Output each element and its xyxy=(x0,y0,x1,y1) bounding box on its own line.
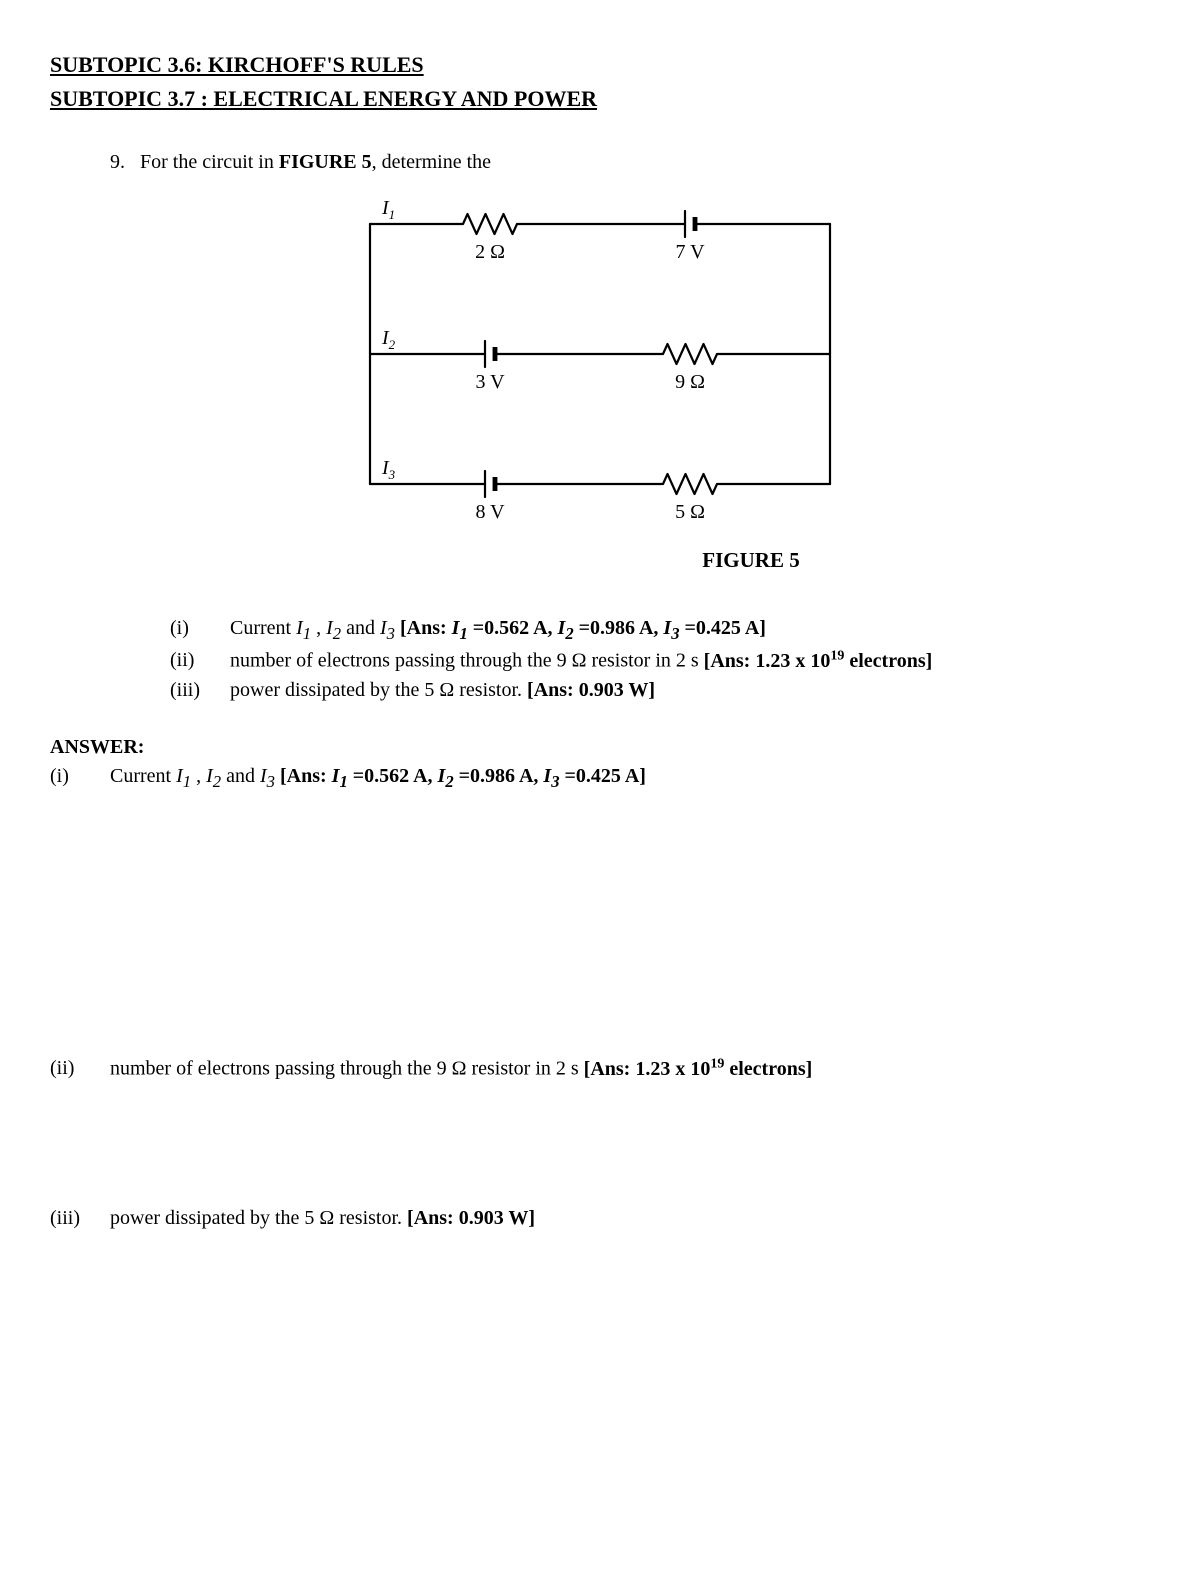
question-stem: 9. For the circuit in FIGURE 5, determin… xyxy=(110,149,1152,176)
subpart-ii: (ii) number of electrons passing through… xyxy=(170,647,1152,675)
question-number: 9. xyxy=(110,151,125,173)
answer-text: power dissipated by the 5 Ω resistor. [A… xyxy=(110,1205,535,1232)
svg-text:5 Ω: 5 Ω xyxy=(675,501,705,523)
answer-iii: (iii) power dissipated by the 5 Ω resist… xyxy=(50,1205,1152,1232)
subtopic-heading-2: SUBTOPIC 3.7 : ELECTRICAL ENERGY AND POW… xyxy=(50,84,1152,114)
stem-suffix: , determine the xyxy=(372,151,491,173)
answer-ii: (ii) number of electrons passing through… xyxy=(50,1055,1152,1083)
svg-text:9 Ω: 9 Ω xyxy=(675,371,705,393)
answer-num: (i) xyxy=(50,763,110,794)
stem-figure-ref: FIGURE 5 xyxy=(279,151,372,173)
answer-num: (ii) xyxy=(50,1055,110,1083)
answer-num: (iii) xyxy=(50,1205,110,1232)
svg-text:I1: I1 xyxy=(381,197,395,222)
subparts-list: (i) Current I1 , I2 and I3 [Ans: I1 =0.5… xyxy=(170,615,1152,704)
subpart-text: Current I1 , I2 and I3 [Ans: I1 =0.562 A… xyxy=(230,615,766,646)
answer-text: Current I1 , I2 and I3 [Ans: I1 =0.562 A… xyxy=(110,763,646,794)
workspace-gap-2 xyxy=(50,1085,1152,1205)
answer-text: number of electrons passing through the … xyxy=(110,1055,812,1083)
subpart-num: (i) xyxy=(170,615,230,646)
subpart-i: (i) Current I1 , I2 and I3 [Ans: I1 =0.5… xyxy=(170,615,1152,646)
subpart-num: (iii) xyxy=(170,677,230,704)
svg-text:3 V: 3 V xyxy=(475,371,505,393)
subpart-iii: (iii) power dissipated by the 5 Ω resist… xyxy=(170,677,1152,704)
svg-text:I2: I2 xyxy=(381,327,396,352)
svg-text:I3: I3 xyxy=(381,457,396,482)
stem-prefix: For the circuit in xyxy=(140,151,279,173)
svg-text:7 V: 7 V xyxy=(675,241,705,263)
svg-text:2 Ω: 2 Ω xyxy=(475,241,505,263)
subpart-text: number of electrons passing through the … xyxy=(230,647,932,675)
answer-i: (i) Current I1 , I2 and I3 [Ans: I1 =0.5… xyxy=(50,763,1152,794)
figure-5: 2 Ω 7 V I1 3 V 9 Ω I2 8 V 5 Ω I3 xyxy=(330,194,1152,532)
subtopic-heading-1: SUBTOPIC 3.6: KIRCHOFF'S RULES xyxy=(50,50,1152,80)
question-9: 9. For the circuit in FIGURE 5, determin… xyxy=(110,149,1152,704)
workspace-gap-1 xyxy=(50,795,1152,1055)
answer-label: ANSWER: xyxy=(50,734,1152,761)
subpart-num: (ii) xyxy=(170,647,230,675)
circuit-diagram: 2 Ω 7 V I1 3 V 9 Ω I2 8 V 5 Ω I3 xyxy=(330,194,850,524)
figure-caption: FIGURE 5 xyxy=(350,546,1152,574)
svg-text:8 V: 8 V xyxy=(475,501,505,523)
subpart-text: power dissipated by the 5 Ω resistor. [A… xyxy=(230,677,655,704)
